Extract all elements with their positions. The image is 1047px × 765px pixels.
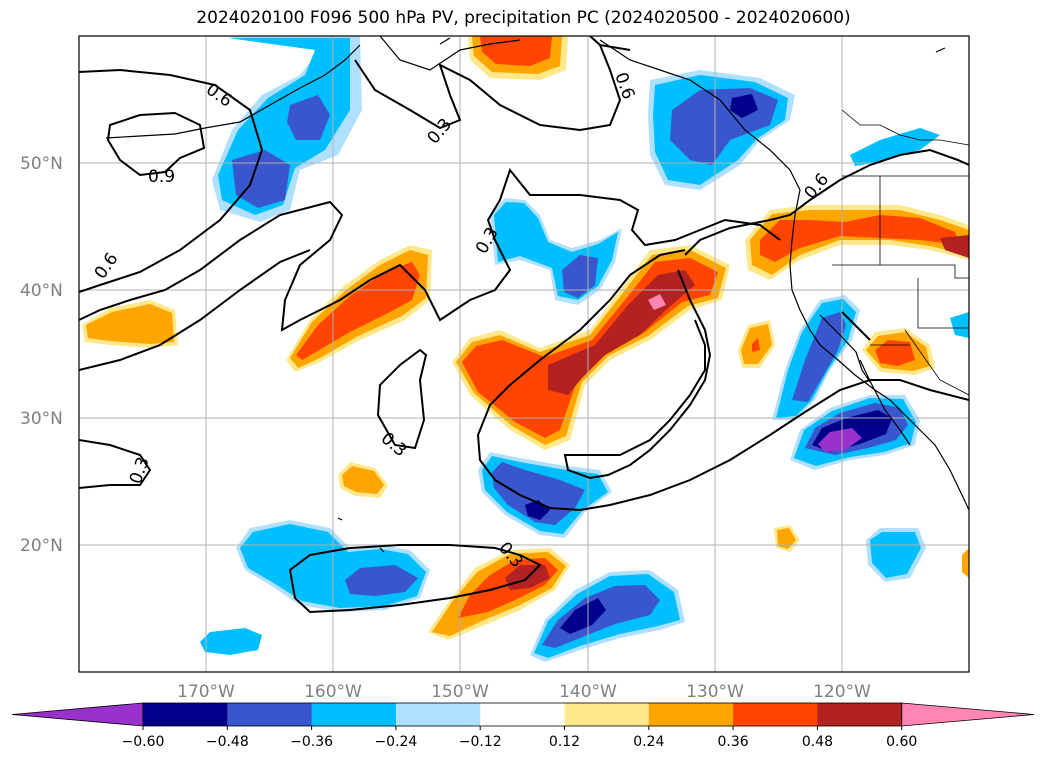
map-title: 2024020100 F096 500 hPa PV, precipitatio…: [196, 8, 851, 28]
colorbar-min-arrow: [11, 702, 144, 727]
political-borders: [832, 109, 969, 396]
negative-region: [950, 312, 969, 338]
colorbar-max-arrow: [901, 702, 1035, 727]
lon-label: 160°W: [304, 682, 362, 702]
colorbar-swatch: [480, 703, 565, 726]
colorbar-swatch: [143, 703, 228, 726]
negative-region: [730, 94, 758, 118]
negative-region: [345, 565, 418, 596]
contour-0.3-center: [376, 348, 428, 450]
negative-region: [560, 598, 606, 634]
contour-0.6-west-lower: [79, 167, 781, 332]
contour-0.6-west: [79, 68, 264, 293]
positive-region: [342, 466, 384, 494]
positive-region: [940, 235, 969, 258]
positive-region: [296, 262, 420, 360]
negative-region: [818, 428, 862, 452]
lon-label: 170°W: [177, 682, 235, 702]
contour-0.6-north: [599, 44, 631, 51]
lon-label: 120°W: [813, 682, 871, 702]
lon-label: 130°W: [686, 682, 744, 702]
negative-region: [850, 128, 940, 166]
colorbar: −0.60 −0.48 −0.36 −0.24 −0.12 0.12 0.24 0.36 0.4…: [11, 702, 1035, 750]
coastlines: [105, 36, 969, 553]
colorbar-tick-label: −0.36: [290, 734, 333, 750]
negative-region: [562, 255, 598, 298]
latitude-labels: 50°N 40°N 30°N 20°N: [20, 154, 63, 556]
contour-0.3-east: [476, 249, 969, 512]
colorbar-swatch: [817, 703, 903, 726]
positive-region: [777, 528, 796, 549]
lat-label: 30°N: [20, 409, 63, 429]
positive-region: [760, 215, 960, 262]
colorbar-swatch: [648, 703, 734, 726]
contour-0.9: [106, 111, 206, 177]
lat-label: 50°N: [20, 154, 63, 174]
contour-0.6-east: [563, 148, 969, 480]
pv-contours: [79, 36, 969, 614]
longitude-labels: 170°W 160°W 150°W 140°W 130°W 120°W: [177, 682, 871, 702]
colorbar-tick-label: 0.48: [802, 734, 833, 750]
colorbar-tick-label: −0.24: [374, 734, 417, 750]
contour-0.3-west: [79, 249, 311, 371]
positive-region: [962, 548, 969, 578]
colorbar-tick-label: 0.12: [549, 734, 580, 750]
positive-region: [875, 340, 915, 366]
contour-0.3-coast: [841, 311, 871, 341]
colorbar-outline: [142, 702, 903, 727]
negative-region: [792, 312, 846, 402]
contour-0.3-southwest: [288, 544, 542, 614]
map-content: 0.6 0.9 0.3 0.6 0.6 0.3 0.3 0.3 0.3 0.6: [79, 36, 969, 672]
lat-label: 40°N: [20, 281, 63, 301]
contour-0.3-northeast: [354, 36, 622, 132]
positive-region: [86, 304, 174, 344]
colorbar-tick-label: −0.12: [459, 734, 502, 750]
gridlines: [79, 36, 969, 672]
positive-region: [648, 294, 666, 310]
lon-label: 150°W: [431, 682, 489, 702]
colorbar-swatch: [733, 703, 818, 726]
negative-region: [870, 532, 921, 578]
lat-label: 20°N: [20, 536, 63, 556]
negative-region: [287, 95, 330, 140]
negative-region: [232, 150, 290, 208]
colorbar-tick-label: 0.24: [633, 734, 664, 750]
contour-0.3-south: [79, 439, 152, 489]
negative-region: [200, 628, 262, 655]
colorbar-swatch: [227, 703, 313, 726]
contour-label: 0.9: [148, 167, 175, 187]
colorbar-tick-label: −0.48: [206, 734, 249, 750]
colorbar-swatch: [311, 703, 397, 726]
colorbar-tick-label: −0.60: [122, 734, 165, 750]
colorbar-tick-label: 0.36: [718, 734, 749, 750]
colorbar-swatch: [395, 703, 481, 726]
map-frame: [78, 35, 970, 673]
lon-label: 140°W: [559, 682, 617, 702]
positive-region: [752, 338, 760, 352]
colorbar-swatch: [564, 703, 650, 726]
colorbar-tick-label: 0.60: [886, 734, 917, 750]
